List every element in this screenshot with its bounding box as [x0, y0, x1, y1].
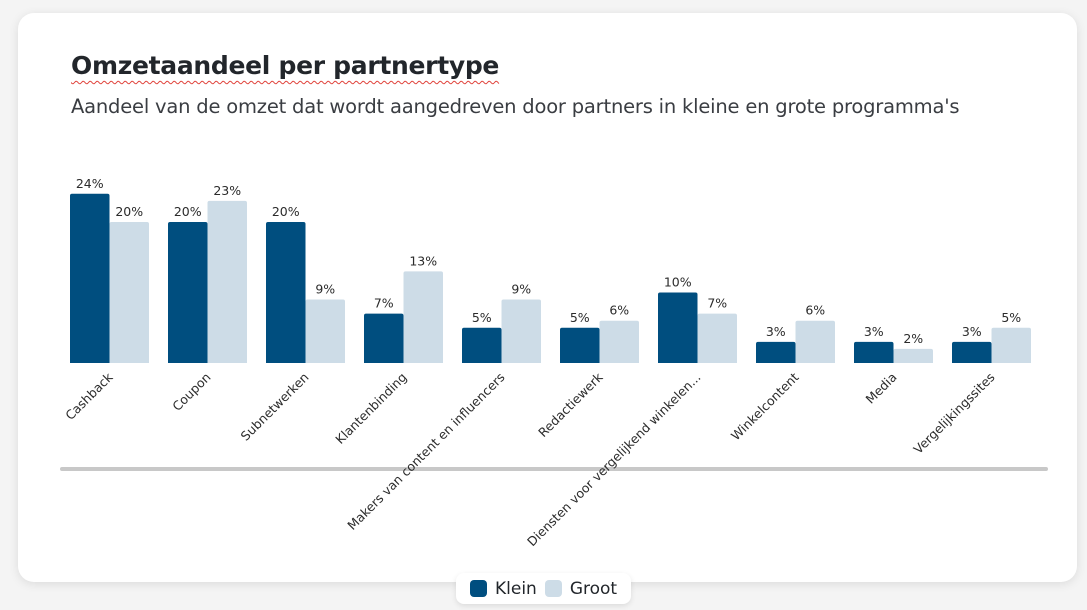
- bar-klein-winkelcontent[interactable]: [756, 341, 796, 363]
- value-label-groot-klantenbinding: 13%: [409, 253, 437, 268]
- value-label-klein-subnetwerken: 20%: [272, 204, 300, 219]
- bar-klein-klantenbinding[interactable]: [364, 313, 404, 363]
- x-tick-label-redactiewerk: Redactiewerk: [535, 369, 606, 440]
- bar-klein-coupon[interactable]: [168, 222, 208, 363]
- value-label-groot-subnetwerken: 9%: [315, 282, 335, 297]
- value-label-klein-klantenbinding: 7%: [374, 296, 394, 311]
- bar-klein-redactiewerk[interactable]: [560, 327, 600, 363]
- value-label-groot-makers-van-content-en-influencers: 9%: [511, 282, 531, 297]
- value-label-klein-media: 3%: [864, 324, 884, 339]
- bar-klein-media[interactable]: [854, 341, 894, 363]
- x-tick-label-media: Media: [862, 370, 899, 407]
- x-tick-label-makers-van-content-en-influencers: Makers van content en influencers: [344, 370, 507, 533]
- bar-groot-makers-van-content-en-influencers[interactable]: [501, 299, 542, 363]
- value-label-klein-redactiewerk: 5%: [570, 310, 590, 325]
- value-label-groot-media: 2%: [903, 331, 923, 346]
- bar-groot-subnetwerken[interactable]: [305, 299, 346, 363]
- bar-groot-vergelijkingssites[interactable]: [991, 327, 1032, 363]
- value-label-klein-vergelijkingssites: 3%: [962, 324, 982, 339]
- legend-swatch-groot: [544, 580, 562, 597]
- value-label-groot-redactiewerk: 6%: [609, 303, 629, 318]
- bar-groot-coupon[interactable]: [207, 200, 248, 363]
- value-label-klein-diensten-voor-vergelijkend-winkelen: 10%: [664, 275, 692, 290]
- x-tick-labels-layer: Cashback Coupon Subnetwerken Klantenbinding…: [62, 369, 997, 549]
- bar-klein-diensten-voor-vergelijkend-winkelen[interactable]: [658, 292, 698, 364]
- x-tick-label-cashback: Cashback: [62, 369, 116, 423]
- bar-klein-cashback[interactable]: [70, 193, 110, 363]
- value-label-groot-winkelcontent: 6%: [805, 303, 825, 318]
- bar-groot-winkelcontent[interactable]: [795, 320, 836, 363]
- bar-klein-makers-van-content-en-influencers[interactable]: [462, 327, 502, 363]
- value-label-klein-makers-van-content-en-influencers: 5%: [472, 310, 492, 325]
- legend-label-klein: Klein: [495, 578, 537, 599]
- value-label-groot-coupon: 23%: [213, 183, 241, 198]
- value-label-groot-vergelijkingssites: 5%: [1001, 310, 1021, 325]
- value-label-klein-winkelcontent: 3%: [766, 324, 786, 339]
- x-tick-label-winkelcontent: Winkelcontent: [728, 369, 802, 443]
- x-tick-label-klantenbinding: Klantenbinding: [332, 370, 409, 447]
- value-label-groot-diensten-voor-vergelijkend-winkelen: 7%: [707, 296, 727, 311]
- legend: Klein Groot: [456, 573, 632, 604]
- legend-item-groot[interactable]: Groot: [544, 578, 618, 599]
- bar-klein-vergelijkingssites[interactable]: [952, 341, 992, 363]
- bar-groot-redactiewerk[interactable]: [599, 320, 640, 363]
- legend-label-groot: Groot: [569, 578, 618, 599]
- bar-groot-diensten-voor-vergelijkend-winkelen[interactable]: [697, 313, 738, 363]
- value-label-groot-cashback: 20%: [115, 204, 143, 219]
- bar-klein-subnetwerken[interactable]: [266, 222, 306, 363]
- bar-groot-cashback[interactable]: [109, 222, 150, 363]
- x-tick-label-subnetwerken: Subnetwerken: [238, 370, 312, 444]
- value-label-klein-cashback: 24%: [76, 176, 104, 191]
- bars-layer: [70, 193, 1032, 364]
- bar-groot-media[interactable]: [893, 348, 934, 363]
- value-labels-layer: 24% 20% 20% 23% 20% 9% 7% 13% 5% 9% 5% 6% 10% 7% 3% 6% 3…: [76, 176, 1021, 346]
- chart-subtitle: Aandeel van de omzet dat wordt aangedrev…: [71, 95, 960, 118]
- legend-item-klein[interactable]: Klein: [470, 579, 537, 599]
- legend-swatch-klein: [470, 580, 487, 597]
- value-label-klein-coupon: 20%: [174, 204, 202, 219]
- bar-groot-klantenbinding[interactable]: [403, 271, 444, 363]
- x-tick-label-coupon: Coupon: [169, 370, 213, 414]
- x-tick-label-vergelijkingssites: Vergelijkingssites: [910, 370, 997, 457]
- x-tick-label-diensten-voor-vergelijkend-winkelen: Diensten voor vergelijkend winkelen...: [524, 370, 704, 550]
- chart-title: Omzetaandeel per partnertype: [71, 51, 500, 80]
